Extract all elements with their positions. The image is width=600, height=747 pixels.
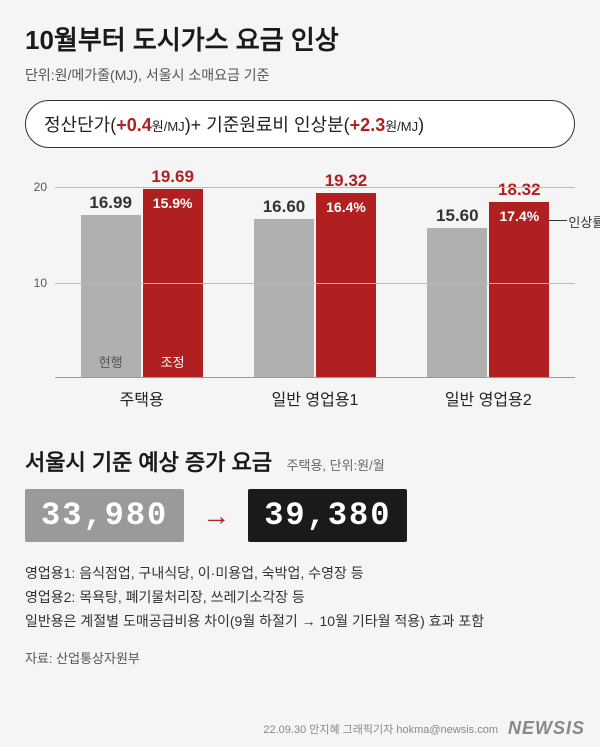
formula-part2: )+ 기준원료비 인상분( (185, 115, 350, 135)
formula-unit1: 원/MJ (152, 119, 185, 134)
bar-group: 16.99현행19.6915.9%조정 (81, 168, 203, 377)
bar-pct: 15.9% (143, 195, 203, 211)
formula-part1: 정산단가( (44, 115, 116, 135)
bar-value-adjusted: 19.69 (143, 167, 203, 187)
price-after: 39,380 (248, 489, 407, 542)
note-line: 영업용1: 음식점업, 구내식당, 이·미용업, 숙박업, 수영장 등 (25, 562, 575, 586)
bar-pct: 17.4% (489, 208, 549, 224)
price-row: 33,980 → 39,380 (25, 489, 575, 542)
notes: 영업용1: 음식점업, 구내식당, 이·미용업, 숙박업, 수영장 등영업용2:… (25, 562, 575, 633)
x-label: 일반 영업용2 (423, 386, 553, 410)
bar-adjusted: 18.3217.4%인상률 (489, 202, 549, 377)
bar-value-current: 15.60 (427, 206, 487, 226)
gridline (55, 283, 575, 284)
increase-line (549, 220, 567, 221)
note-line: 영업용2: 목욕탕, 폐기물처리장, 쓰레기소각장 등 (25, 586, 575, 610)
footer: 22.09.30 안지혜 그래픽기자 hokma@newsis.com NEWS… (263, 718, 585, 739)
section2-title: 서울시 기준 예상 증가 요금 (25, 445, 272, 477)
legend-adjusted: 조정 (143, 352, 203, 371)
bar-current: 16.99현행 (81, 215, 141, 377)
subtitle: 단위:원/메가줄(MJ), 서울시 소매요금 기준 (25, 65, 575, 85)
gridline (55, 187, 575, 188)
source: 자료: 산업통상자원부 (25, 648, 575, 667)
bars-container: 16.99현행19.6915.9%조정16.6019.3216.4%15.601… (55, 168, 575, 378)
bar-current: 16.60 (254, 219, 314, 377)
bar-chart: 1020 16.99현행19.6915.9%조정16.6019.3216.4%1… (25, 168, 575, 433)
section2-sub: 주택용, 단위:원/월 (287, 458, 385, 473)
footer-credit: 22.09.30 안지혜 그래픽기자 hokma@newsis.com (263, 721, 498, 737)
y-tick: 20 (34, 180, 47, 194)
bar-value-adjusted: 18.32 (489, 180, 549, 200)
bar-group: 16.6019.3216.4% (254, 168, 376, 377)
x-label: 일반 영업용1 (250, 386, 380, 410)
y-axis: 10 20 (25, 168, 55, 378)
x-label: 주택용 (77, 386, 207, 410)
formula-val1: +0.4 (116, 115, 152, 135)
formula-part3: ) (418, 115, 424, 135)
price-section: 서울시 기준 예상 증가 요금 주택용, 단위:원/월 33,980 → 39,… (25, 445, 575, 542)
arrow-icon: → (202, 500, 230, 532)
x-axis-labels: 주택용 일반 영업용1 일반 영업용2 (55, 386, 575, 410)
legend-current: 현행 (81, 352, 141, 371)
note-line: 일반용은 계절별 도매공급비용 차이(9월 하절기 → 10월 기타월 적용) … (25, 610, 575, 634)
bar-value-current: 16.60 (254, 197, 314, 217)
y-tick: 10 (34, 276, 47, 290)
bar-adjusted: 19.3216.4% (316, 193, 376, 377)
formula-val2: +2.3 (350, 115, 386, 135)
formula-box: 정산단가(+0.4원/MJ)+ 기준원료비 인상분(+2.3원/MJ) (25, 100, 575, 148)
price-before: 33,980 (25, 489, 184, 542)
main-title: 10월부터 도시가스 요금 인상 (25, 20, 575, 57)
increase-label: 인상률 (568, 212, 600, 231)
formula-unit2: 원/MJ (385, 119, 418, 134)
newsis-logo: NEWSIS (508, 718, 585, 739)
bar-value-current: 16.99 (81, 193, 141, 213)
bar-current: 15.60 (427, 228, 487, 377)
bar-pct: 16.4% (316, 199, 376, 215)
bar-group: 15.6018.3217.4%인상률 (427, 168, 549, 377)
